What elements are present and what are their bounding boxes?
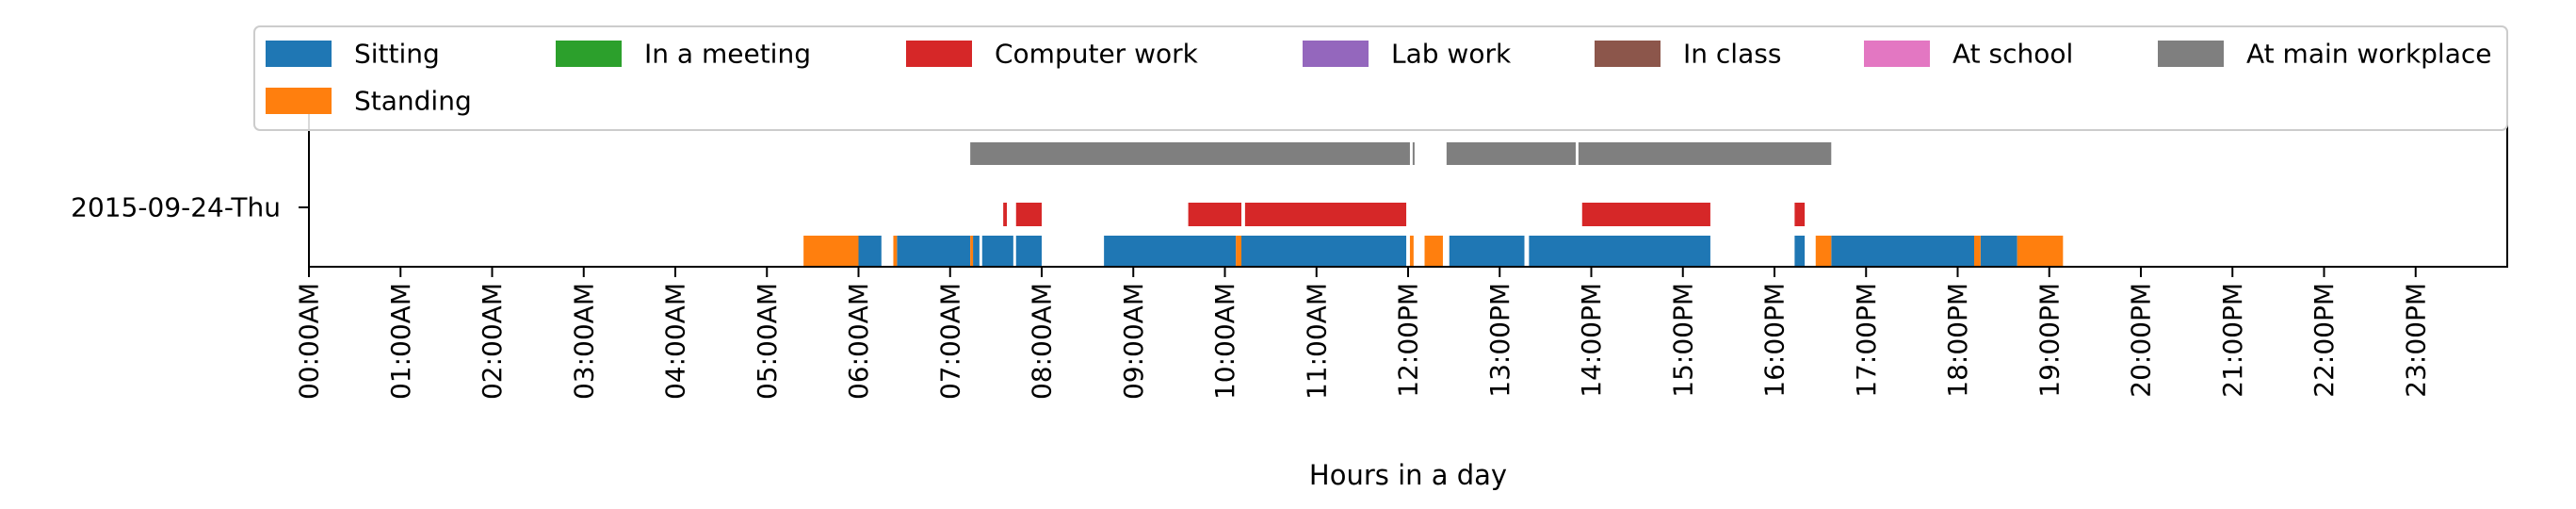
x-axis-label: Hours in a day bbox=[1309, 459, 1507, 491]
sitting-bar bbox=[1980, 236, 2017, 267]
sitting-bar bbox=[1449, 236, 1525, 267]
x-tick-label: 00:00AM bbox=[294, 283, 325, 400]
day-label: 2015-09-24-Thu bbox=[71, 192, 281, 223]
x-tick-label: 06:00AM bbox=[843, 283, 874, 400]
activity-bars bbox=[803, 142, 2064, 267]
sitting-bar bbox=[897, 236, 971, 267]
x-tick-label: 01:00AM bbox=[385, 283, 416, 400]
at-main-workplace-bar bbox=[970, 142, 1410, 165]
computer-work-bar bbox=[1794, 203, 1806, 226]
legend-swatch-in-class bbox=[1595, 41, 1661, 67]
legend-label-computer-work: Computer work bbox=[995, 39, 1199, 70]
standing-bar bbox=[1424, 236, 1443, 267]
computer-work-bar bbox=[1003, 203, 1008, 226]
standing-bar bbox=[1974, 236, 1981, 267]
x-tick-label: 05:00AM bbox=[752, 283, 783, 400]
x-tick-label: 03:00AM bbox=[568, 283, 599, 400]
standing-bar bbox=[970, 236, 974, 267]
legend-swatch-at-main-workplace bbox=[2158, 41, 2224, 67]
x-tick-label: 14:00PM bbox=[1576, 283, 1607, 398]
sitting-bar bbox=[973, 236, 980, 267]
legend-frame bbox=[253, 25, 2508, 131]
legend-label-lab-work: Lab work bbox=[1391, 39, 1512, 70]
standing-bar bbox=[2017, 236, 2064, 267]
x-tick-label: 18:00PM bbox=[1942, 283, 1973, 398]
legend-label-in-class: In class bbox=[1683, 39, 1781, 70]
legend-swatch-at-school bbox=[1864, 41, 1930, 67]
x-tick-label: 02:00AM bbox=[477, 283, 508, 400]
at-main-workplace-bar bbox=[1578, 142, 1832, 165]
x-tick-label: 13:00PM bbox=[1484, 283, 1515, 398]
x-tick-label: 11:00AM bbox=[1301, 283, 1332, 400]
sitting-bar bbox=[981, 236, 1013, 267]
x-tick-label: 23:00PM bbox=[2400, 283, 2431, 398]
legend-label-sitting: Sitting bbox=[354, 39, 440, 70]
sitting-bar bbox=[1104, 236, 1237, 267]
x-tick-label: 17:00PM bbox=[1851, 283, 1882, 398]
at-main-workplace-bar bbox=[1412, 142, 1415, 165]
legend-swatch-computer-work bbox=[906, 41, 972, 67]
standing-bar bbox=[1815, 236, 1832, 267]
x-tick-label: 19:00PM bbox=[2033, 283, 2065, 398]
sitting-bar bbox=[1529, 236, 1710, 267]
at-main-workplace-bar bbox=[1446, 142, 1576, 165]
legend-swatch-in-a-meeting bbox=[556, 41, 622, 67]
legend-label-in-a-meeting: In a meeting bbox=[644, 39, 811, 70]
computer-work-bar bbox=[1188, 203, 1242, 226]
legend-swatch-lab-work bbox=[1303, 41, 1369, 67]
computer-work-bar bbox=[1581, 203, 1710, 226]
sitting-bar bbox=[858, 236, 882, 267]
x-tick-label: 12:00PM bbox=[1393, 283, 1424, 398]
legend: Sitting In a meeting Computer work Lab work… bbox=[253, 25, 2508, 131]
standing-bar bbox=[803, 236, 859, 267]
x-tick-label: 22:00PM bbox=[2309, 283, 2340, 398]
x-tick-label: 16:00PM bbox=[1759, 283, 1790, 398]
standing-bar bbox=[1409, 236, 1414, 267]
x-ticks: 00:00AM 01:00AM 02:00AM 03:00AM 04:00AM 05:00… bbox=[294, 267, 2431, 400]
x-tick-label: 10:00AM bbox=[1209, 283, 1240, 400]
x-tick-label: 21:00PM bbox=[2217, 283, 2248, 398]
x-tick-label: 08:00AM bbox=[1027, 283, 1058, 400]
computer-work-bar bbox=[1015, 203, 1042, 226]
standing-bar bbox=[893, 236, 898, 267]
x-tick-label: 04:00AM bbox=[660, 283, 691, 400]
legend-label-standing: Standing bbox=[354, 86, 472, 117]
legend-label-at-main-workplace: At main workplace bbox=[2246, 39, 2492, 70]
computer-work-bar bbox=[1244, 203, 1407, 226]
legend-swatch-standing bbox=[266, 88, 332, 114]
x-tick-label: 15:00PM bbox=[1667, 283, 1698, 398]
sitting-bar bbox=[1015, 236, 1042, 267]
sitting-bar bbox=[1241, 236, 1407, 267]
x-tick-label: 20:00PM bbox=[2126, 283, 2157, 398]
x-tick-label: 07:00AM bbox=[934, 283, 965, 400]
sitting-bar bbox=[1831, 236, 1975, 267]
legend-label-at-school: At school bbox=[1952, 39, 2073, 70]
legend-swatch-sitting bbox=[266, 41, 332, 67]
x-tick-label: 09:00AM bbox=[1118, 283, 1149, 400]
standing-bar bbox=[1236, 236, 1242, 267]
sitting-bar bbox=[1794, 236, 1806, 267]
